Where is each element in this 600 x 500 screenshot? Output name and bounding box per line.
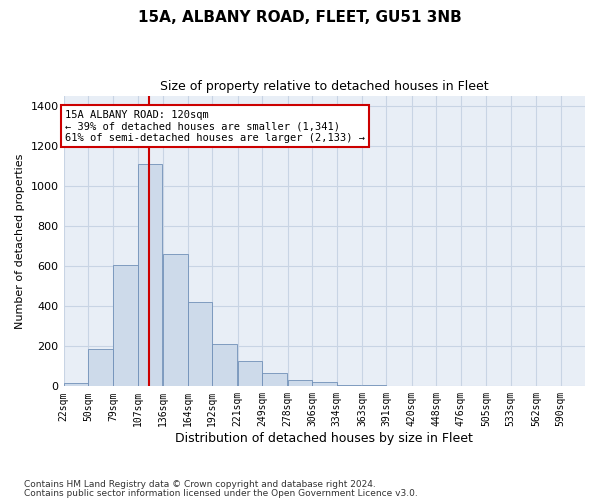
Bar bbox=[64, 384, 88, 386]
Text: 15A, ALBANY ROAD, FLEET, GU51 3NB: 15A, ALBANY ROAD, FLEET, GU51 3NB bbox=[138, 10, 462, 25]
Text: Contains HM Land Registry data © Crown copyright and database right 2024.: Contains HM Land Registry data © Crown c… bbox=[24, 480, 376, 489]
Bar bbox=[88, 349, 113, 387]
Bar bbox=[238, 362, 262, 386]
Bar bbox=[262, 372, 287, 386]
Text: Contains public sector information licensed under the Open Government Licence v3: Contains public sector information licen… bbox=[24, 488, 418, 498]
Bar bbox=[312, 382, 337, 386]
Bar bbox=[163, 254, 188, 386]
Y-axis label: Number of detached properties: Number of detached properties bbox=[15, 154, 25, 328]
Text: 15A ALBANY ROAD: 120sqm
← 39% of detached houses are smaller (1,341)
61% of semi: 15A ALBANY ROAD: 120sqm ← 39% of detache… bbox=[65, 110, 365, 143]
Bar bbox=[287, 380, 312, 386]
Bar bbox=[188, 302, 212, 386]
Bar bbox=[212, 344, 237, 387]
Title: Size of property relative to detached houses in Fleet: Size of property relative to detached ho… bbox=[160, 80, 488, 93]
Bar bbox=[337, 384, 361, 386]
X-axis label: Distribution of detached houses by size in Fleet: Distribution of detached houses by size … bbox=[175, 432, 473, 445]
Bar bbox=[138, 164, 163, 386]
Bar bbox=[113, 265, 138, 386]
